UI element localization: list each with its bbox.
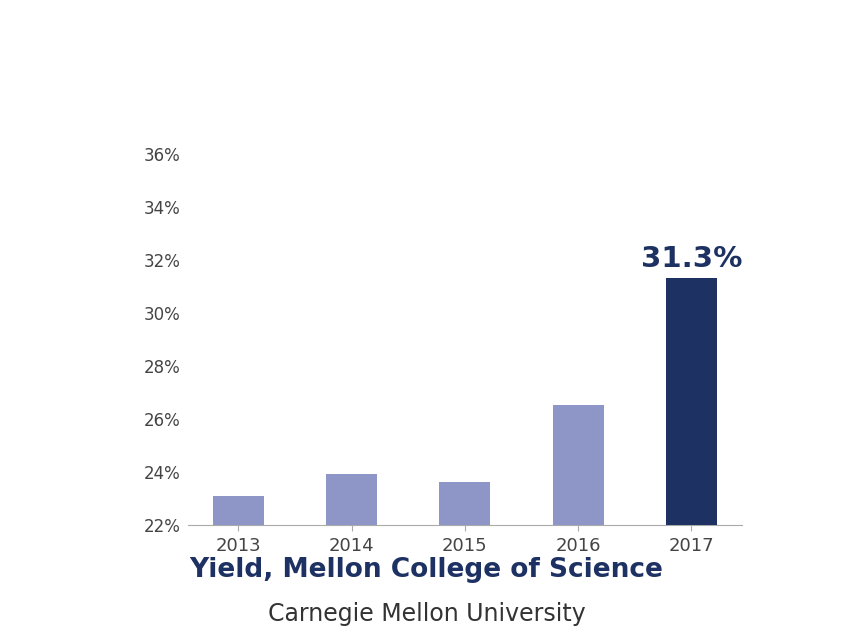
Bar xyxy=(325,474,377,640)
Bar xyxy=(552,406,603,640)
Text: Yield, Mellon College of Science: Yield, Mellon College of Science xyxy=(189,557,663,582)
Bar xyxy=(213,495,263,640)
Bar xyxy=(665,278,716,640)
Text: 31.3%: 31.3% xyxy=(640,245,741,273)
Bar xyxy=(439,483,490,640)
Text: Carnegie Mellon University: Carnegie Mellon University xyxy=(268,602,584,627)
